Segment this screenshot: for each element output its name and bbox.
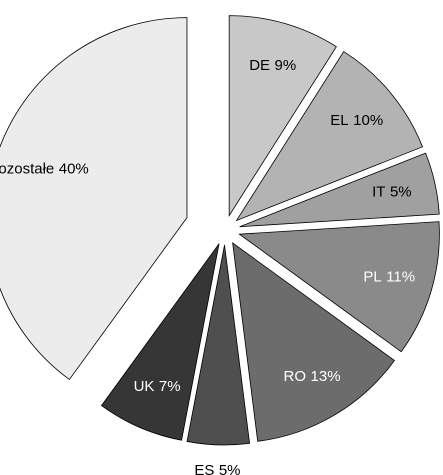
slice-label: EL 10%: [330, 112, 383, 129]
pie-slice: [186, 244, 251, 446]
pie-slice: [0, 17, 188, 381]
slice-label: ES 5%: [194, 462, 240, 475]
slice-label: UK 7%: [134, 378, 181, 395]
value-label: 40%: [59, 160, 89, 177]
category-label: IT: [372, 184, 385, 201]
pie-slice: [239, 152, 440, 228]
category-label: EL: [330, 112, 348, 129]
value-label: 13%: [311, 368, 341, 385]
pie-slice: [232, 242, 395, 442]
pie-slice: [228, 15, 337, 217]
pie-slice: [100, 243, 220, 441]
slice-label: IT 5%: [372, 184, 412, 201]
slice-label: PL 11%: [363, 269, 415, 286]
category-label: ES: [194, 462, 214, 475]
category-label: RO: [284, 368, 307, 385]
value-label: 7%: [159, 378, 181, 395]
value-label: 10%: [353, 112, 383, 129]
value-label: 5%: [390, 184, 412, 201]
slice-label: RO 13%: [284, 368, 341, 385]
value-label: 5%: [219, 462, 241, 475]
value-label: 11%: [386, 269, 415, 286]
pie-slice: [235, 51, 424, 222]
category-label: PL: [363, 269, 381, 286]
value-label: 9%: [275, 57, 297, 74]
slice-label: DE 9%: [249, 57, 296, 74]
category-label: UK: [134, 378, 155, 395]
category-label: Pozostałe: [0, 160, 54, 177]
category-label: DE: [249, 57, 270, 74]
pie-slice: [238, 221, 440, 353]
slice-label: Pozostałe 40%: [0, 160, 89, 177]
